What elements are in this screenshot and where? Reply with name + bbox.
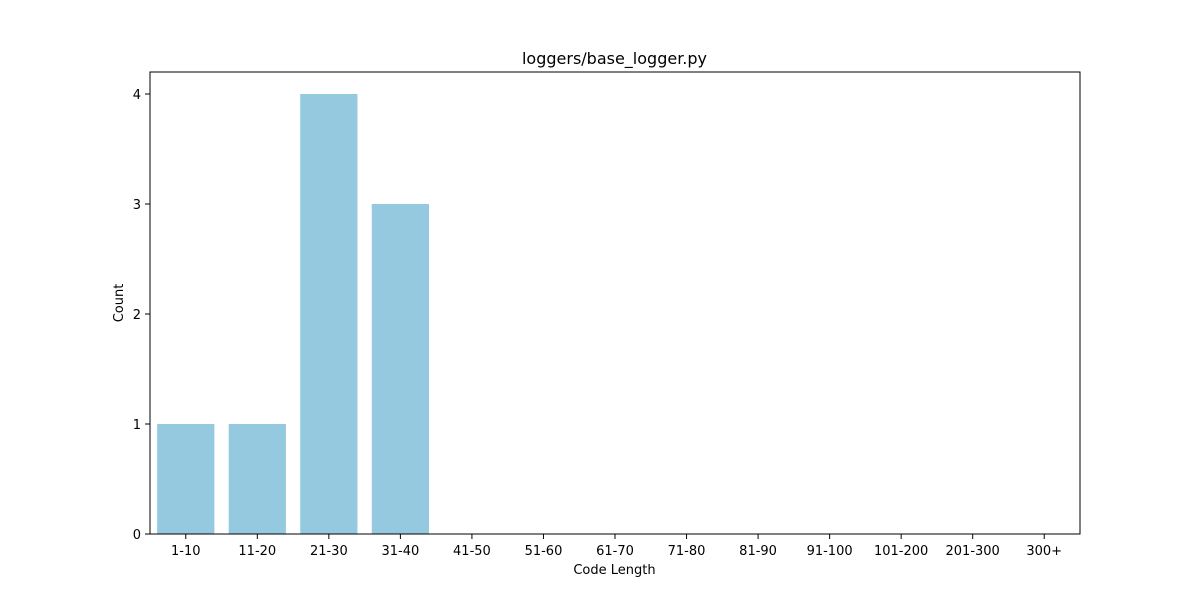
x-tick-label: 71-80: [668, 544, 706, 559]
bar-11-20: [228, 424, 286, 534]
y-tick-label: 0: [133, 528, 141, 543]
y-tick-label: 3: [133, 198, 141, 213]
x-tick-label: 41-50: [453, 544, 491, 559]
x-tick-label: 31-40: [381, 544, 419, 559]
y-tick-label: 4: [133, 88, 141, 103]
bar-1-10: [157, 424, 215, 534]
x-tick-label: 51-60: [525, 544, 563, 559]
x-tick-label: 21-30: [310, 544, 348, 559]
x-tick-label: 1-10: [171, 544, 201, 559]
x-tick-label: 101-200: [874, 544, 928, 559]
y-axis-label: Count: [112, 284, 127, 323]
bars-group: [157, 94, 429, 534]
x-tick-label: 201-300: [946, 544, 1000, 559]
y-axis: 0 1 2 3 4: [133, 88, 150, 543]
x-tick-label: 61-70: [596, 544, 634, 559]
y-tick-label: 2: [133, 308, 141, 323]
chart-title: loggers/base_logger.py: [522, 49, 707, 69]
x-tick-label: 91-100: [807, 544, 853, 559]
x-tick-label: 11-20: [238, 544, 276, 559]
bar-31-40: [371, 204, 429, 534]
x-tick-label: 81-90: [739, 544, 777, 559]
x-tick-label: 300+: [1026, 544, 1062, 559]
x-axis-label: Code Length: [573, 563, 655, 578]
plot-frame: [149, 71, 1081, 535]
x-axis: 1-10 11-20 21-30 31-40 41-50 51-60 61-70 71-80 8…: [171, 534, 1062, 559]
bar-21-30: [300, 94, 358, 534]
y-tick-label: 1: [133, 418, 141, 433]
